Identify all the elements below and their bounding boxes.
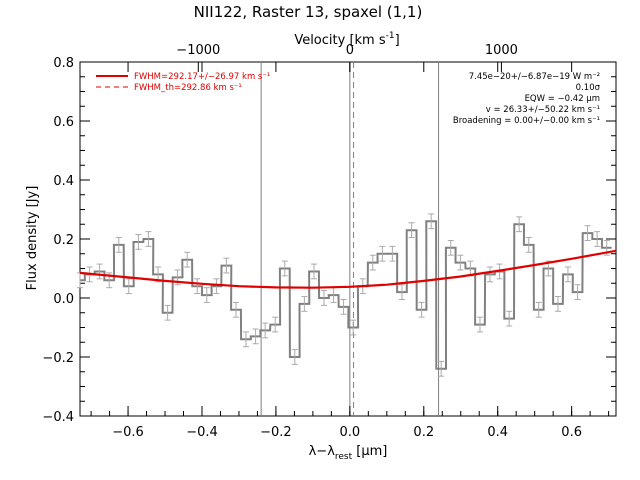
x-tick-label: 0.6	[561, 425, 582, 440]
chart-title: NII122, Raster 13, spaxel (1,1)	[194, 3, 423, 21]
y-tick-label: −0.4	[42, 410, 74, 425]
x-tick-label: 0.0	[340, 425, 361, 440]
legend-label: FWHM_th=292.86 km s⁻¹	[134, 83, 242, 93]
x-tick-label: 0.2	[413, 425, 434, 440]
y-tick-label: 0.4	[53, 174, 74, 189]
x-tick-label: 0.4	[487, 425, 508, 440]
y-tick-label: 0.8	[53, 56, 74, 71]
top-tick-label: 1000	[485, 43, 518, 58]
top-tick-label: −1000	[176, 43, 220, 58]
x-tick-label: −0.6	[112, 425, 144, 440]
x-axis-label: λ−λrest [μm]	[309, 444, 388, 462]
top-tick-label: 0	[346, 43, 354, 58]
y-tick-label: 0.6	[53, 115, 74, 130]
y-tick-label: 0.2	[53, 233, 74, 248]
annotation-text: EQW = −0.42 μm	[525, 94, 600, 104]
plot-area: −0.6 −0.4 −0.2 0.0 0.2 0.4 0.6 −0.4 −0.2 0.0 0.2 0.…	[42, 43, 617, 440]
y-tick-label: −0.2	[42, 351, 74, 366]
top-axis-label: Velocity [km s-1]	[294, 31, 399, 48]
annotation-text: v = 26.33+/−50.22 km s⁻¹	[486, 105, 600, 115]
y-tick-label: 0.0	[53, 292, 74, 307]
x-tick-label: −0.2	[260, 425, 292, 440]
legend-label: FWHM=292.17+/−26.97 km s⁻¹	[134, 72, 270, 82]
annotation-text: Broadening = 0.00+/−0.00 km s⁻¹	[453, 116, 600, 126]
annotation-text: 7.45e−20+/−6.87e−19 W m⁻²	[469, 72, 600, 82]
annotation-text: 0.10σ	[576, 83, 601, 93]
fit-curve-series	[79, 249, 617, 289]
x-tick-label: −0.4	[186, 425, 218, 440]
y-axis-label: Flux density [Jy]	[25, 186, 40, 291]
flux-step-series	[80, 220, 612, 370]
